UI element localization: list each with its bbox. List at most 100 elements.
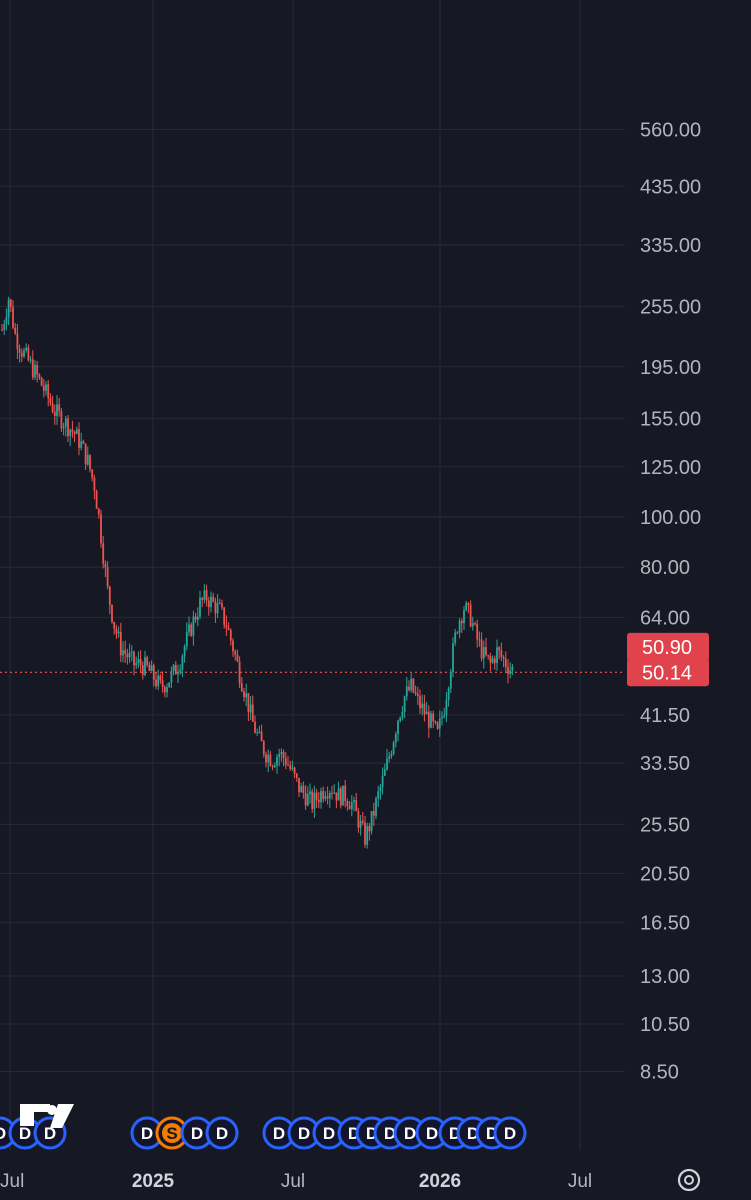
price-label-reference-price: 50.14	[642, 662, 692, 684]
candle-body	[137, 659, 140, 664]
candle-body	[254, 721, 256, 733]
candle-body	[304, 792, 307, 806]
candle-body	[58, 404, 61, 412]
candle-body	[29, 359, 32, 361]
dividend-marker[interactable]: D	[180, 1116, 214, 1150]
candle-body	[236, 654, 239, 662]
candle-body	[214, 601, 217, 614]
candle-body	[441, 716, 443, 719]
candle-body	[174, 664, 177, 675]
candle-body	[430, 713, 432, 728]
candle-body	[447, 688, 450, 701]
x-tick-label: Jul	[0, 1171, 24, 1192]
candle-body	[102, 543, 105, 564]
candle-body	[333, 792, 336, 794]
dividend-marker[interactable]: D	[312, 1116, 346, 1150]
candle-body	[36, 364, 39, 375]
candle-body	[115, 628, 118, 634]
candle-body	[45, 384, 47, 391]
event-marker-letter: S	[166, 1124, 177, 1143]
candle-body	[366, 826, 369, 845]
x-tick-label: 2026	[419, 1171, 461, 1192]
candle-body	[493, 658, 496, 664]
candle-body	[218, 603, 221, 605]
candle-body	[221, 603, 223, 608]
candle-body	[386, 758, 388, 770]
dividend-marker[interactable]: D	[205, 1116, 239, 1150]
candle-body	[460, 620, 463, 624]
tradingview-logo-icon[interactable]	[20, 1104, 74, 1128]
y-tick-label: 435.00	[640, 176, 701, 198]
candle-body	[108, 586, 111, 605]
y-tick-label: 195.00	[640, 357, 701, 379]
candle-body	[119, 631, 122, 656]
candle-body	[216, 603, 219, 614]
candle-body	[227, 627, 230, 630]
candle-body	[166, 687, 168, 693]
candle-body	[199, 597, 201, 617]
candle-body	[317, 799, 320, 803]
candle-body	[159, 675, 162, 681]
candle-body	[445, 700, 448, 716]
y-axis[interactable]: 560.00 435.00 335.00 255.00 195.00 155.00 125.…	[640, 119, 701, 1083]
candle-body	[355, 800, 358, 812]
candle-body	[397, 720, 399, 735]
split-marker[interactable]: S	[155, 1116, 189, 1150]
candle-body	[390, 754, 393, 757]
candle-body	[16, 333, 19, 350]
candle-body	[75, 429, 78, 435]
candle-body	[190, 624, 193, 636]
x-axis[interactable]: Jul 2025 Jul 2026 Jul	[0, 1171, 592, 1192]
candle-body	[485, 647, 487, 655]
grid	[0, 0, 625, 1150]
candle-body	[476, 623, 479, 640]
candle-body	[157, 675, 160, 687]
candle-body	[170, 671, 173, 683]
candle-body	[130, 651, 133, 653]
candle-body	[60, 411, 63, 429]
candle-body	[212, 596, 215, 602]
candle-body	[344, 785, 347, 802]
candle-body	[410, 678, 413, 691]
candle-body	[133, 651, 135, 666]
candle-body	[282, 751, 285, 759]
candle-body	[403, 696, 406, 712]
candle-body	[53, 412, 56, 416]
candle-body	[436, 722, 439, 729]
candle-body	[298, 777, 300, 793]
candle-body	[381, 775, 384, 787]
candle-body	[375, 798, 377, 816]
candle-body	[408, 686, 410, 691]
candle-body	[269, 754, 272, 766]
candle-body	[309, 791, 311, 795]
candle-body	[359, 820, 362, 828]
event-marker-letter: D	[216, 1124, 228, 1143]
candle-body	[64, 418, 67, 427]
y-tick-label: 25.50	[640, 814, 690, 836]
event-markers[interactable]: DDDDSDDDDDDDDDDDDDD	[0, 1116, 527, 1150]
candle-body	[289, 765, 292, 769]
candle-body	[100, 514, 102, 544]
candle-body	[350, 802, 353, 810]
y-tick-label: 41.50	[640, 705, 690, 727]
gear-icon[interactable]	[677, 1168, 701, 1192]
candle-body	[302, 785, 305, 793]
candle-body	[34, 364, 36, 378]
candle-body	[251, 704, 254, 722]
candle-body	[249, 704, 252, 713]
candle-body	[291, 767, 294, 769]
candle-body	[113, 621, 116, 629]
dividend-marker[interactable]: D	[493, 1116, 527, 1150]
candle-body	[27, 347, 30, 361]
candle-body	[311, 791, 314, 809]
event-marker-letter: D	[404, 1124, 416, 1143]
candle-body	[205, 590, 208, 601]
candle-body	[346, 801, 349, 806]
candle-body	[452, 642, 454, 672]
candle-body	[271, 765, 274, 768]
candle-body	[177, 671, 179, 675]
candle-body	[71, 429, 74, 432]
candle-body	[331, 793, 333, 795]
